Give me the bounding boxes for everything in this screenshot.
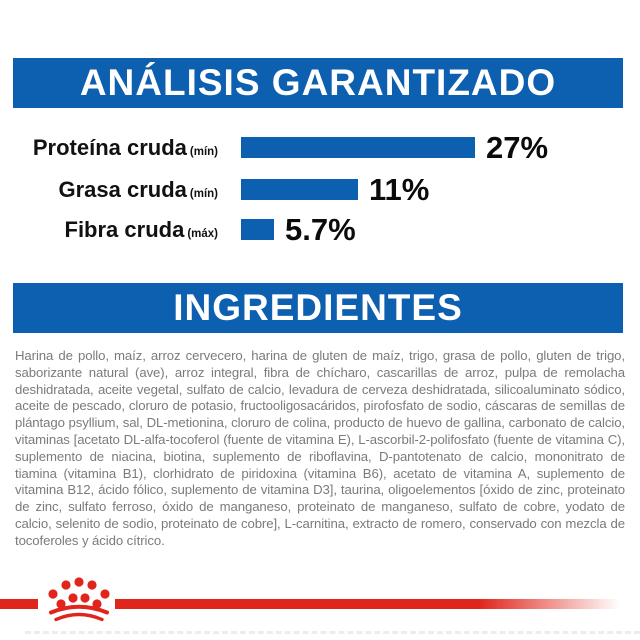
bar-fiber <box>241 219 274 240</box>
red-band-right <box>115 599 620 609</box>
royal-canin-crown-icon <box>48 577 110 622</box>
bar-fat <box>241 179 358 200</box>
analysis-section-banner: ANÁLISIS GARANTIZADO <box>13 58 623 108</box>
bar-label: Grasa cruda (mín) <box>58 176 218 202</box>
bar-protein <box>241 137 475 158</box>
bar-value: 27% <box>486 129 549 165</box>
bar-value: 5.7% <box>285 211 356 247</box>
perforation-line <box>25 631 640 634</box>
bar-qualifier: (máx) <box>187 227 218 240</box>
ingredients-section-banner: INGREDIENTES <box>13 283 623 333</box>
chart-row-protein: Proteína cruda (mín) 27% <box>0 130 640 165</box>
bar-qualifier: (mín) <box>189 145 218 158</box>
red-band-left <box>0 599 38 609</box>
bar-qualifier: (mín) <box>189 187 218 200</box>
bar-value: 11% <box>369 171 430 207</box>
ingredients-paragraph: Harina de pollo, maíz, arroz cervecero, … <box>15 348 625 548</box>
bar-label: Proteína cruda (mín) <box>32 134 218 160</box>
chart-row-fiber: Fibra cruda (máx) 5.7% <box>0 212 640 247</box>
chart-row-fat: Grasa cruda (mín) 11% <box>0 172 640 207</box>
bar-label: Fibra cruda (máx) <box>64 216 219 242</box>
